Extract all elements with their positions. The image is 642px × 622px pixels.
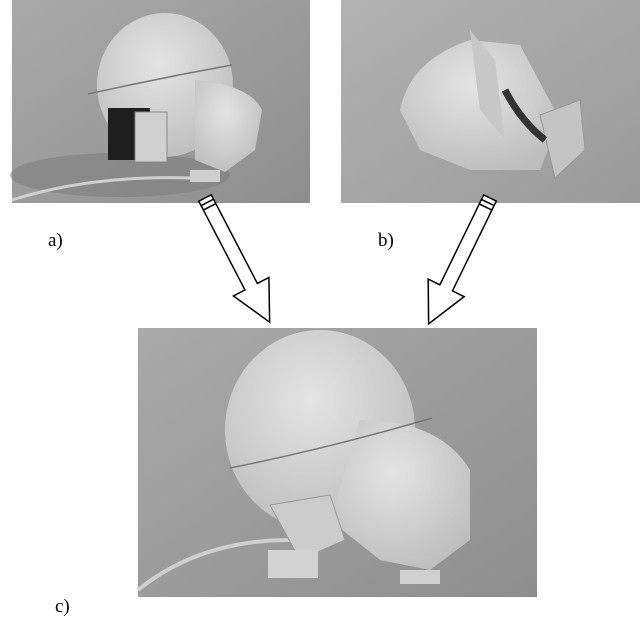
arrow-right (427, 193, 498, 326)
label-a: a) (48, 230, 63, 251)
label-b: b) (378, 230, 394, 251)
label-c: c) (55, 596, 70, 617)
photo-a (10, 0, 310, 203)
photo-b (341, 0, 640, 203)
arrow-left (197, 193, 271, 324)
photo-c (136, 328, 537, 597)
